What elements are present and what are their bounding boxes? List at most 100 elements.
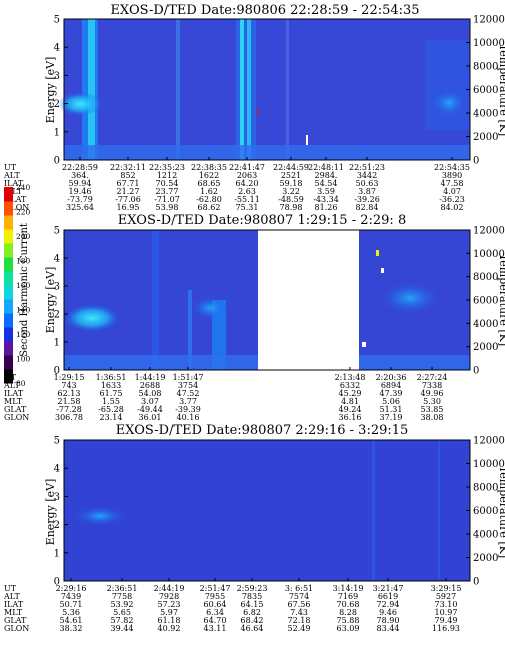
table-cell: -49.44 xyxy=(137,405,163,414)
table-cell: 40.92 xyxy=(158,624,181,633)
table-cell: -55.11 xyxy=(234,195,260,204)
table-cell: 2:59:23 xyxy=(237,584,268,593)
table-cell: 743 xyxy=(61,381,76,390)
panel-1-blob xyxy=(58,92,102,116)
ytick-right-label: 0 xyxy=(473,577,479,588)
table-cell: -39.26 xyxy=(354,195,380,204)
table-cell: 2.63 xyxy=(238,187,256,196)
table-cell: 68.65 xyxy=(198,179,221,188)
table-cell: 22:41:47 xyxy=(229,163,265,172)
row-label: GLON xyxy=(4,203,29,212)
row-label: ILAT xyxy=(4,179,24,188)
table-cell: 38.08 xyxy=(421,413,444,422)
table-cell: 36.01 xyxy=(139,413,162,422)
table-cell: 54.08 xyxy=(139,389,162,398)
table-cell: 53.85 xyxy=(421,405,444,414)
table-cell: 5927 xyxy=(436,592,456,601)
table-cell: 5.06 xyxy=(382,397,400,406)
ytick-label: 1 xyxy=(54,338,60,349)
table-cell: 1212 xyxy=(157,171,177,180)
table-cell: 51.31 xyxy=(380,405,403,414)
table-cell: 7338 xyxy=(422,381,442,390)
table-cell: 22:35:23 xyxy=(149,163,185,172)
ytick-label: 5 xyxy=(54,15,60,26)
ytick-label: 3 xyxy=(54,492,60,503)
panel-1: EXOS-D/TED Date:980806 22:28:59 - 22:54:… xyxy=(3,3,505,212)
table-cell: 59.94 xyxy=(69,179,92,188)
colorbar-segment xyxy=(4,229,13,244)
table-cell: 1.55 xyxy=(102,397,120,406)
ytick-right-label: 8000 xyxy=(473,272,498,283)
colorbar-tick: 120 xyxy=(16,330,31,339)
table-cell: 45.29 xyxy=(339,389,362,398)
table-cell: 3.87 xyxy=(358,187,376,196)
table-cell: 6619 xyxy=(378,592,398,601)
ytick-right-label: 12000 xyxy=(473,226,505,237)
table-cell: 62.13 xyxy=(58,389,81,398)
row-label: ALT xyxy=(3,171,20,180)
panel-1-ylabel: Energy [eV] xyxy=(44,57,57,124)
ytick-right-label: 6000 xyxy=(473,296,498,307)
panel-3-background xyxy=(64,440,470,581)
table-cell: 2:44:19 xyxy=(154,584,185,593)
ytick-right-label: 10000 xyxy=(473,249,505,260)
panel-2-band xyxy=(359,355,470,370)
table-cell: 852 xyxy=(120,171,135,180)
table-cell: 37.19 xyxy=(380,413,403,422)
table-cell: 8.28 xyxy=(339,608,357,617)
panel-2-ylabel-right: Temperature [K] xyxy=(497,254,505,346)
colorbar-tick: 240 xyxy=(16,183,31,192)
row-label: ILAT xyxy=(4,600,24,609)
row-label: MLT xyxy=(4,608,23,617)
ytick-label: 4 xyxy=(54,464,60,475)
panel-3-ylabel-right: Temperature [K] xyxy=(497,466,505,558)
panel-2-yticks: 0 1 2 3 4 5 0 2000 4000 6000 8000 10000 12000 xyxy=(54,226,505,377)
table-cell: -62.80 xyxy=(196,195,222,204)
panel-2-blob xyxy=(380,282,440,314)
table-cell: 21.58 xyxy=(58,397,81,406)
row-label: UT xyxy=(4,373,17,382)
table-cell: 22:54:35 xyxy=(434,163,470,172)
panel-1-title: EXOS-D/TED Date:980806 22:28:59 - 22:54:… xyxy=(110,3,419,18)
table-cell: 6332 xyxy=(340,381,360,390)
table-cell: 2063 xyxy=(237,171,257,180)
table-cell: 1622 xyxy=(199,171,219,180)
ytick-right-label: 12000 xyxy=(473,436,505,447)
panel-2-plot-area xyxy=(63,229,471,371)
table-cell: 59.18 xyxy=(280,179,303,188)
table-cell: -36.23 xyxy=(439,195,465,204)
colorbar-tick: 200 xyxy=(16,232,31,241)
ytick-label: 1 xyxy=(54,548,60,559)
panel-1-stripe xyxy=(176,19,180,160)
table-cell: 3442 xyxy=(357,171,377,180)
panel-2-spike xyxy=(381,268,384,273)
row-label: GLON xyxy=(4,413,29,422)
table-cell: 3:21:47 xyxy=(373,584,404,593)
table-cell: 364. xyxy=(71,171,89,180)
row-label: GLAT xyxy=(4,405,27,414)
row-label: ALT xyxy=(3,592,20,601)
ytick-label: 2 xyxy=(54,310,60,321)
table-cell: 5.36 xyxy=(62,608,80,617)
panel-3-blob xyxy=(74,506,126,526)
table-cell: 73.10 xyxy=(435,600,458,609)
panel-3-stripe xyxy=(372,440,375,581)
table-cell: 3: 6:51 xyxy=(285,584,313,593)
table-cell: 72.18 xyxy=(288,616,311,625)
panel-1-band xyxy=(64,145,470,160)
table-cell: 52.49 xyxy=(288,624,311,633)
ytick-label: 5 xyxy=(54,436,60,447)
panel-1-plot-area xyxy=(58,18,471,161)
panel-1-yticks: 0 1 2 3 4 5 0 2000 4000 6000 8000 10000 12000 xyxy=(54,15,505,167)
ytick-label: 2 xyxy=(54,99,60,110)
colorbar-segment xyxy=(4,341,13,356)
table-cell: 1:44:19 xyxy=(135,373,166,382)
table-cell: 22:28:59 xyxy=(62,163,98,172)
table-cell: 2:51:47 xyxy=(200,584,231,593)
table-cell: 1:29:15 xyxy=(54,373,85,382)
colorbar-segment xyxy=(4,327,13,342)
table-cell: 4.07 xyxy=(443,187,461,196)
table-cell: 3890 xyxy=(442,171,462,180)
